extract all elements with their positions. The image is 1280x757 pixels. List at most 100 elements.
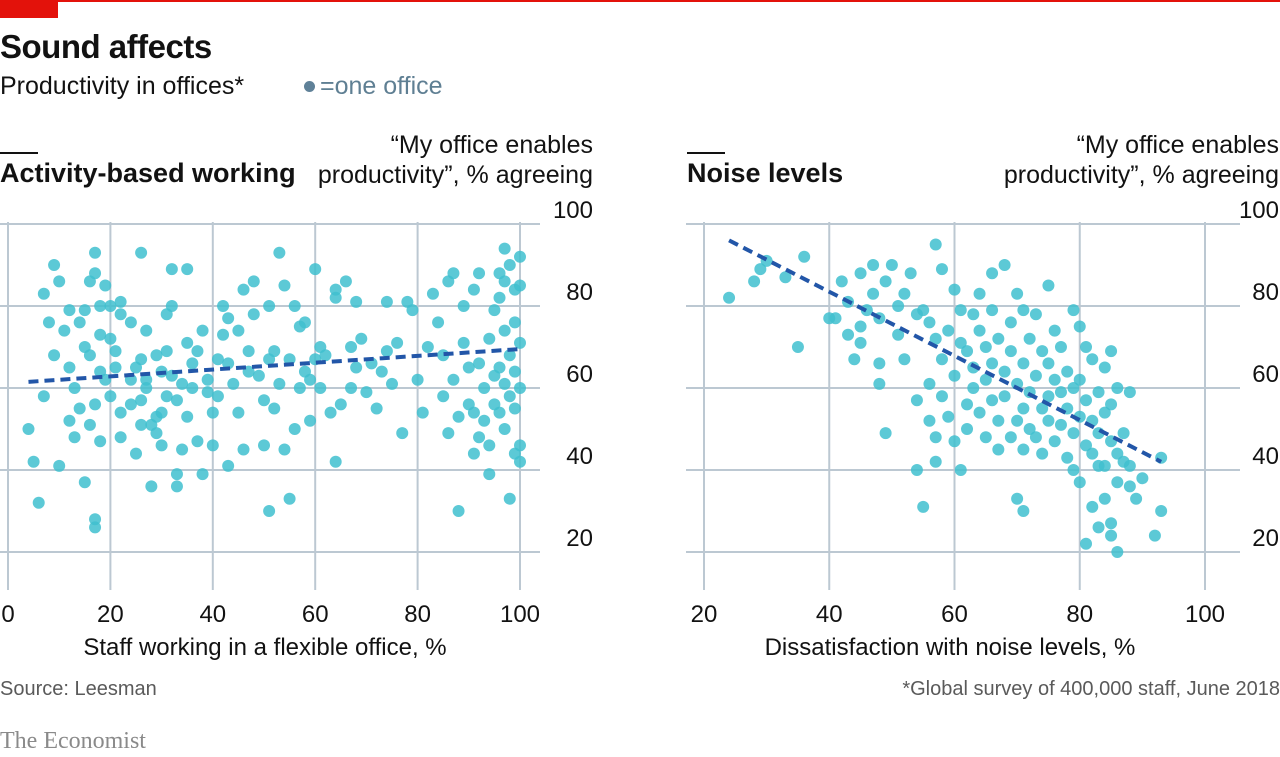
right-data-point: [992, 443, 1005, 456]
left-data-point: [176, 377, 189, 390]
right-data-point: [935, 390, 948, 403]
right-data-point: [998, 390, 1011, 403]
left-data-point: [206, 439, 219, 452]
left-data-point: [89, 513, 102, 526]
left-data-point: [483, 332, 496, 345]
left-data-point: [124, 316, 137, 329]
left-data-point: [42, 316, 55, 329]
right-data-point: [723, 291, 736, 304]
left-data-point: [375, 365, 388, 378]
left-data-point: [114, 431, 127, 444]
right-data-point: [1111, 447, 1124, 460]
right-data-point: [1004, 316, 1017, 329]
left-y-tick-label: 60: [566, 361, 593, 388]
left-data-point: [324, 406, 337, 419]
right-data-point: [992, 414, 1005, 427]
left-data-point: [380, 295, 393, 308]
right-data-point: [1054, 341, 1067, 353]
right-x-axis-label: Dissatisfaction with noise levels, %: [764, 634, 1136, 661]
right-y-tick-label: 20: [1252, 525, 1279, 552]
right-data-point: [1073, 373, 1086, 386]
left-y-tick-label: 80: [566, 279, 593, 306]
right-data-point: [979, 431, 992, 444]
left-data-point: [170, 468, 183, 481]
left-data-point: [222, 357, 235, 370]
left-x-tick-label: 80: [404, 601, 431, 628]
legend-dot-icon: [304, 81, 315, 92]
right-data-point: [1067, 464, 1080, 476]
right-data-point: [954, 464, 967, 476]
left-panel-title: Activity-based working: [0, 158, 296, 188]
right-data-point: [929, 332, 942, 345]
right-data-point: [1011, 287, 1024, 300]
left-data-point: [150, 427, 163, 440]
right-data-point: [1111, 382, 1124, 394]
left-data-point: [160, 345, 173, 358]
left-data-point: [498, 377, 511, 390]
left-data-point: [278, 443, 291, 456]
right-data-point: [929, 455, 942, 468]
right-data-point: [1098, 492, 1111, 505]
right-data-point: [923, 316, 936, 329]
left-data-point: [89, 246, 102, 259]
left-data-point: [165, 300, 178, 312]
right-data-point: [1098, 459, 1111, 472]
accent-line: [0, 0, 1280, 2]
right-data-point: [1036, 345, 1049, 358]
left-data-point: [89, 398, 102, 411]
brand-logo: The Economist: [0, 728, 146, 754]
right-data-point: [967, 308, 980, 321]
right-data-point: [1080, 537, 1093, 550]
right-data-point: [854, 320, 867, 333]
left-data-point: [498, 324, 511, 337]
left-data-point: [493, 291, 506, 304]
right-data-point: [1011, 492, 1024, 505]
left-data-point: [247, 275, 260, 288]
left-data-point: [345, 341, 358, 353]
right-data-point: [1111, 546, 1124, 558]
left-x-axis-label: Staff working in a flexible office, %: [83, 634, 447, 661]
left-data-point: [370, 402, 383, 415]
right-data-point: [842, 328, 855, 341]
right-data-point: [935, 263, 948, 276]
left-data-point: [350, 295, 363, 308]
right-data-point: [867, 287, 880, 300]
left-data-point: [176, 443, 189, 456]
left-data-point: [227, 377, 240, 390]
left-data-point: [411, 373, 424, 386]
left-x-tick-label: 40: [199, 601, 226, 628]
left-data-point: [462, 361, 475, 374]
right-data-point: [1017, 402, 1030, 415]
left-data-point: [314, 382, 327, 394]
left-data-point: [140, 373, 153, 386]
left-data-point: [181, 336, 194, 349]
right-data-point: [1105, 529, 1118, 542]
left-data-point: [196, 468, 209, 481]
right-data-point: [867, 259, 880, 271]
right-data-point: [873, 377, 886, 390]
right-data-point: [954, 304, 967, 317]
left-data-point: [83, 349, 96, 362]
right-data-point: [1086, 447, 1099, 460]
left-data-point: [391, 336, 404, 349]
left-data-point: [201, 386, 214, 399]
left-data-point: [89, 267, 102, 280]
right-data-point: [1111, 476, 1124, 489]
right-x-tick-label: 40: [816, 601, 843, 628]
left-data-point: [181, 410, 194, 423]
left-x-tick-label: 60: [302, 601, 329, 628]
right-data-point: [917, 304, 930, 317]
right-data-point: [904, 267, 917, 280]
right-data-point: [1017, 357, 1030, 370]
left-data-point: [181, 263, 194, 276]
left-data-point: [27, 455, 40, 468]
left-data-point: [124, 398, 137, 411]
left-data-point: [334, 398, 347, 411]
left-data-point: [457, 336, 470, 349]
right-data-point: [1073, 320, 1086, 333]
right-data-point: [973, 287, 986, 300]
right-data-point: [973, 406, 986, 419]
right-x-tick-label: 80: [1066, 601, 1093, 628]
left-data-point: [478, 382, 491, 394]
left-data-point: [263, 300, 276, 312]
